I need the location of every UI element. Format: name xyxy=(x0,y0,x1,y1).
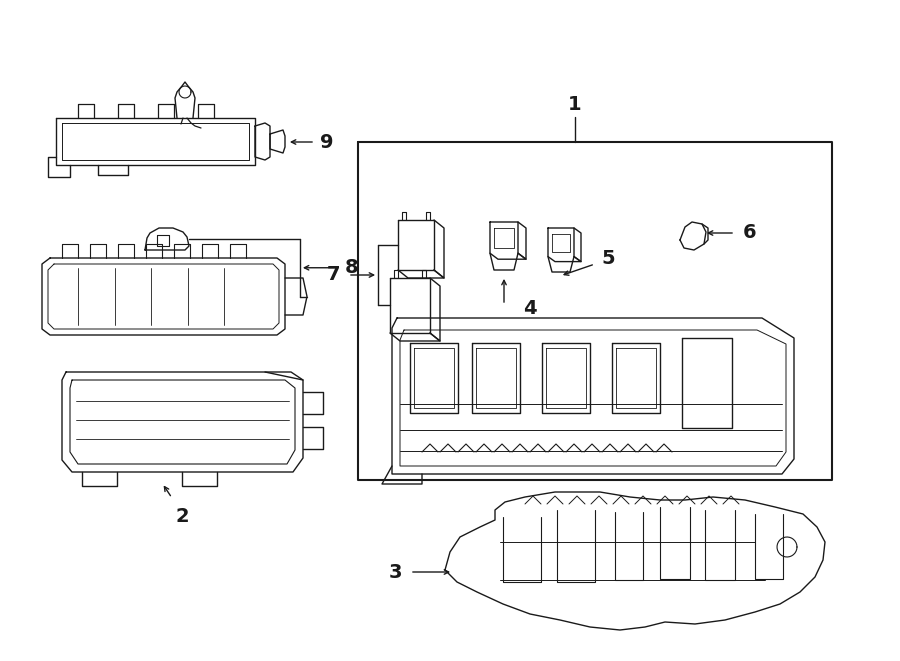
Text: 6: 6 xyxy=(743,223,757,243)
Text: 9: 9 xyxy=(320,132,334,151)
Text: 3: 3 xyxy=(388,563,401,582)
Text: 8: 8 xyxy=(346,258,359,277)
Text: 2: 2 xyxy=(176,506,189,525)
Text: 1: 1 xyxy=(568,95,581,114)
Text: 4: 4 xyxy=(523,299,536,317)
Text: 5: 5 xyxy=(601,249,615,268)
Text: 7: 7 xyxy=(328,266,341,284)
